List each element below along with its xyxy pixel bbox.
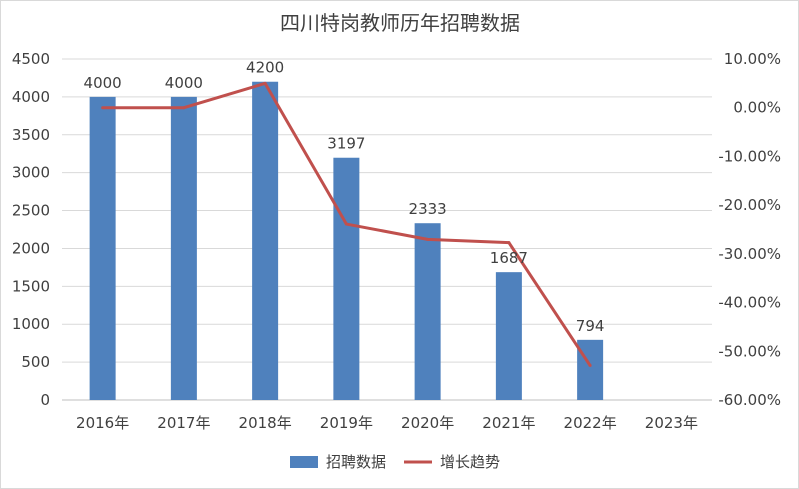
right-y-tick-label: -30.00% <box>718 245 781 263</box>
legend-bar-label: 招聘数据 <box>326 453 386 471</box>
left-y-tick-label: 3500 <box>12 126 50 144</box>
left-y-tick-label: 4000 <box>12 88 50 106</box>
trend-point <box>263 81 267 85</box>
bar <box>252 81 279 400</box>
x-tick-label: 2022年 <box>564 414 617 432</box>
x-tick-label: 2017年 <box>157 414 210 432</box>
right-y-tick-label: -10.00% <box>718 147 781 165</box>
x-tick-label: 2016年 <box>76 414 129 432</box>
bar-series <box>89 81 604 400</box>
right-y-tick-label: -50.00% <box>718 342 781 360</box>
bar <box>170 96 197 400</box>
bar-data-label: 794 <box>576 317 605 335</box>
left-y-tick-label: 0 <box>40 391 50 409</box>
bar <box>495 272 522 400</box>
trend-point <box>182 106 186 110</box>
left-y-tick-label: 500 <box>21 353 50 371</box>
left-y-tick-label: 4500 <box>12 50 50 68</box>
legend-bar-swatch <box>290 456 318 468</box>
trend-point <box>101 106 105 110</box>
legend: 招聘数据 增长趋势 <box>290 453 500 471</box>
bar-data-label: 3197 <box>327 135 365 153</box>
left-y-tick-label: 1500 <box>12 277 50 295</box>
bar <box>89 96 116 400</box>
left-y-tick-label: 3000 <box>12 164 50 182</box>
trend-point <box>588 364 592 368</box>
line-series <box>101 81 592 368</box>
trend-point <box>426 237 430 241</box>
right-y-tick-label: 10.00% <box>724 50 781 68</box>
bar <box>414 223 441 400</box>
bar-data-label: 4000 <box>84 74 122 92</box>
left-y-axis: 0 500 1000 1500 2000 2500 3000 3500 4000 4500 <box>12 50 50 409</box>
left-y-tick-label: 1000 <box>12 315 50 333</box>
trend-point <box>344 222 348 226</box>
x-axis: 2016年 2017年 2018年 2019年 2020年 2021年 2022年 2023年 <box>76 414 698 432</box>
bar <box>333 157 360 400</box>
right-y-tick-label: 0.00% <box>733 99 781 117</box>
right-y-tick-label: -60.00% <box>718 391 781 409</box>
bar-data-label: 1687 <box>490 249 528 267</box>
x-tick-label: 2021年 <box>482 414 535 432</box>
bar <box>577 339 604 400</box>
x-tick-label: 2020年 <box>401 414 454 432</box>
chart-title: 四川特岗教师历年招聘数据 <box>280 11 520 35</box>
legend-line-label: 增长趋势 <box>440 453 500 471</box>
gridlines <box>62 58 712 401</box>
bar-data-label: 4000 <box>165 74 203 92</box>
right-y-tick-label: -20.00% <box>718 196 781 214</box>
left-y-tick-label: 2500 <box>12 202 50 220</box>
bar-data-label: 2333 <box>409 200 447 218</box>
left-y-tick-label: 2000 <box>12 239 50 257</box>
x-tick-label: 2023年 <box>645 414 698 432</box>
bar-data-labels: 4000 4000 4200 3197 2333 1687 794 <box>84 59 605 335</box>
x-tick-label: 2019年 <box>320 414 373 432</box>
right-y-tick-label: -40.00% <box>718 294 781 312</box>
x-tick-label: 2018年 <box>239 414 292 432</box>
bar-data-label: 4200 <box>246 59 284 77</box>
trend-point <box>507 241 511 245</box>
right-y-axis: -60.00% -50.00% -40.00% -30.00% -20.00% -10.0… <box>718 50 781 409</box>
